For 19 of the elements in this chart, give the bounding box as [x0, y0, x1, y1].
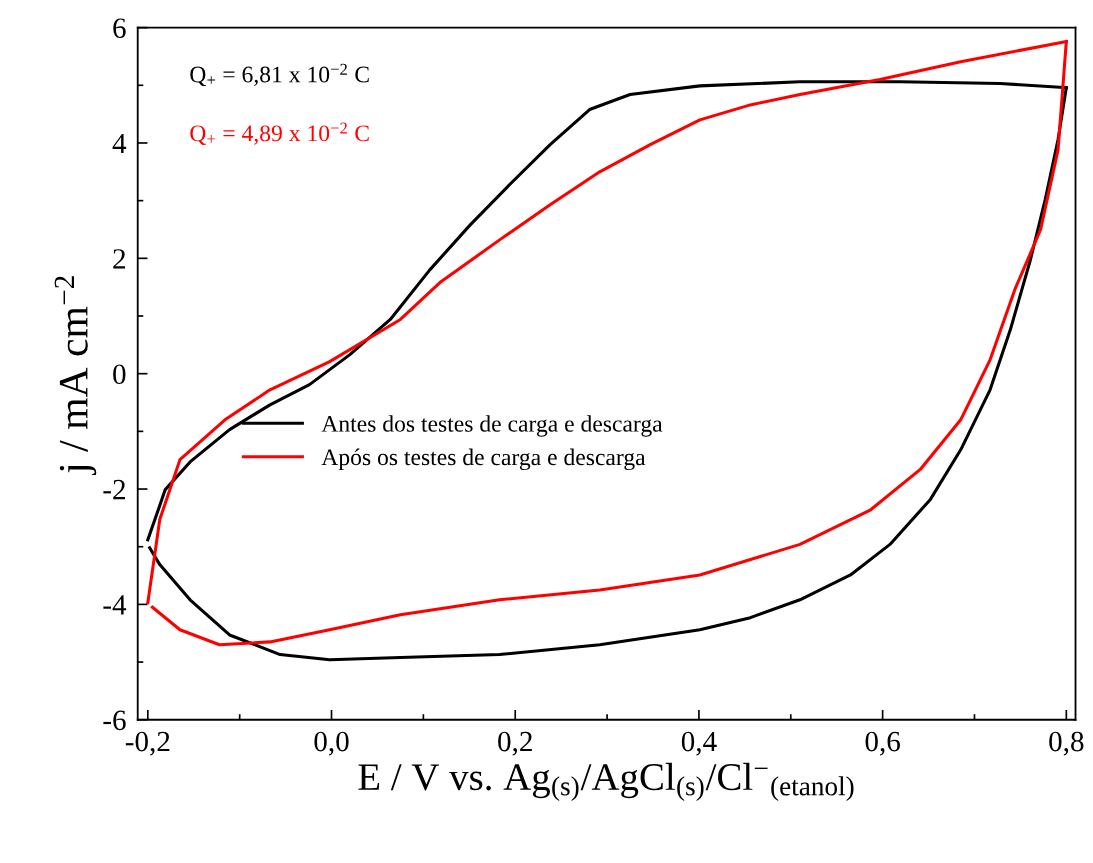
y-tick-label: 0	[113, 364, 126, 385]
x-tick-label: 0,8	[1049, 731, 1084, 756]
x-tick-label: -0,2	[125, 731, 170, 756]
x-tick-label: 0,6	[865, 731, 900, 756]
annotation: Q$_{+}$ = 4,89 x 10$^{−2}$ C	[190, 122, 369, 145]
y-tick-label: -6	[103, 710, 126, 731]
y-tick-label: -4	[103, 595, 127, 615]
y-tick-label: 2	[113, 249, 125, 269]
y-tick-label: 6	[113, 18, 126, 39]
x-tick-label: 0,4	[681, 731, 717, 756]
x-tick-label: 0,2	[498, 731, 532, 756]
y-tick-label: 4	[112, 133, 127, 154]
x-tick-label: 0,0	[314, 731, 349, 756]
legend-label: Antes dos testes de carga e descarga	[321, 415, 663, 437]
y-tick-label: -2	[103, 479, 125, 500]
annotation: Q$_{+}$ = 6,81 x 10$^{−2}$ C	[190, 63, 369, 87]
legend-label: Após os testes de carga e descarga	[321, 448, 646, 471]
y-axis-title: j / mA cm$^{−2}$	[54, 276, 97, 476]
x-axis-title: E / V vs. Ag$_{(s)}$/AgCl$_{(s)}$/Cl$^{−}$$_{(etanol)}$	[358, 762, 854, 801]
